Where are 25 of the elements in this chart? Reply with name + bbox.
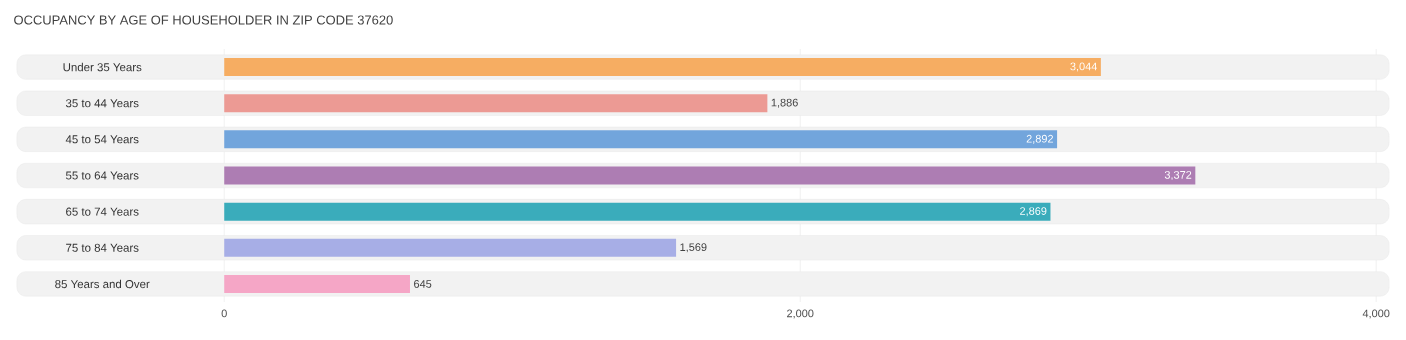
x-tick-label: 2,000 xyxy=(787,309,814,319)
bar xyxy=(224,94,768,113)
data-label: 1,886 xyxy=(771,98,798,108)
bar xyxy=(224,238,677,257)
y-tick-label: 55 to 64 Years xyxy=(65,171,139,180)
y-tick-label: 85 Years and Over xyxy=(55,279,150,289)
bar xyxy=(224,58,1101,77)
y-tick-label: Under 35 Years xyxy=(63,62,142,72)
y-tick-label: 45 to 54 Years xyxy=(65,135,139,144)
data-label: 1,569 xyxy=(680,243,707,253)
bar xyxy=(224,202,1051,221)
data-label: 3,372 xyxy=(1164,170,1192,181)
data-label: 645 xyxy=(414,280,432,288)
x-tick-label: 0 xyxy=(221,309,227,318)
y-tick-label: 65 to 74 Years xyxy=(66,207,139,216)
chart-title: OCCUPANCY BY AGE OF HOUSEHOLDER IN ZIP CODE 37620 xyxy=(14,15,393,25)
y-tick-label: 75 to 84 Years xyxy=(66,243,139,252)
bar xyxy=(224,130,1058,149)
data-label: 2,869 xyxy=(1020,207,1047,217)
y-tick-label: 35 to 44 Years xyxy=(65,99,139,108)
bar xyxy=(224,166,1196,185)
bar xyxy=(224,274,410,293)
data-label: 2,892 xyxy=(1026,134,1054,144)
x-tick-label: 4,000 xyxy=(1362,309,1390,319)
data-label: 3,044 xyxy=(1070,62,1098,72)
